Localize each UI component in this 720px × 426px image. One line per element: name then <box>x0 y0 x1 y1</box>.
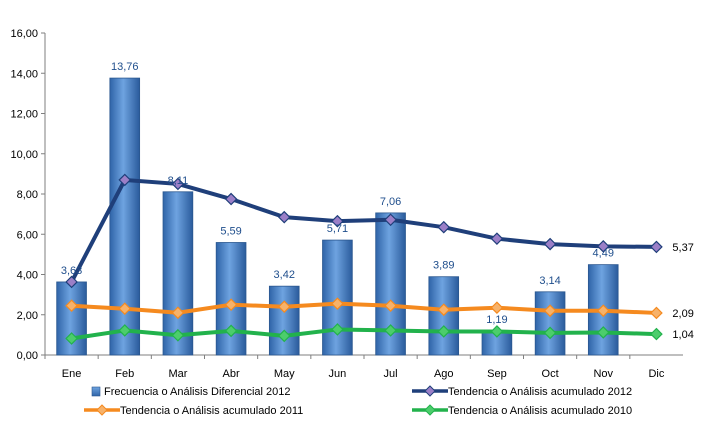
x-tick-label: Sep <box>487 368 507 380</box>
line-point-marker <box>224 324 238 338</box>
legend-label: Tendencia o Análisis acumulado 2011 <box>120 405 303 417</box>
line-point-marker <box>596 239 610 253</box>
line-point-marker <box>331 323 344 336</box>
y-tick-label: 8,00 <box>17 189 38 201</box>
line-point-marker <box>331 297 344 311</box>
line-end-label: 2,09 <box>672 308 693 320</box>
legend-swatch-marker <box>96 404 108 416</box>
x-tick-label: May <box>274 368 295 380</box>
line-point-marker <box>118 324 132 337</box>
line-end-label: 5,37 <box>672 242 693 254</box>
line-point-marker <box>437 325 451 338</box>
bar-value-label: 5,71 <box>327 223 348 235</box>
bar-value-label: 8,11 <box>168 175 189 187</box>
legend-label: Frecuencia o Análisis Diferencial 2012 <box>104 386 291 398</box>
y-tick-label: 14,00 <box>10 68 38 80</box>
line-point-marker <box>331 214 344 228</box>
line-point-marker <box>277 300 291 314</box>
line-point-marker <box>224 192 238 206</box>
bar-value-label: 3,14 <box>539 275 560 287</box>
line-point-marker <box>65 275 78 289</box>
line-point-marker <box>650 306 663 320</box>
line-end-label: 1,04 <box>672 329 693 341</box>
line-point-marker <box>543 326 557 340</box>
line-point-marker <box>224 298 238 312</box>
legend-swatch-marker <box>424 404 436 416</box>
x-tick-label: Ene <box>62 368 82 380</box>
data-labels: 3,63 13,76 8,11 5,59 3,42 5,71 7,06 3,89 1,19 3,1… <box>61 61 694 341</box>
y-tick-label: 0,00 <box>17 350 38 362</box>
x-tick-label: Oct <box>542 368 559 380</box>
line-point-marker <box>650 327 663 341</box>
line-point-marker <box>490 301 504 315</box>
x-tick-label: Mar <box>168 368 187 380</box>
trend-line <box>69 301 659 315</box>
bar-value-label: 5,59 <box>220 226 241 238</box>
line-point-marker <box>277 329 291 343</box>
line-point-marker <box>437 303 451 317</box>
line-point-marker <box>650 240 663 254</box>
bar-value-label: 3,42 <box>274 269 295 281</box>
line-point-marker <box>171 306 185 320</box>
y-tick-label: 6,00 <box>17 229 38 241</box>
line-point-marker <box>277 210 291 224</box>
line-point-marker <box>384 324 397 337</box>
line-point-marker <box>171 328 185 342</box>
bar-value-label: 3,89 <box>433 260 454 272</box>
bar <box>162 191 194 356</box>
bar <box>268 285 300 356</box>
bar <box>534 291 566 356</box>
line-series <box>65 173 663 345</box>
y-tick-label: 16,00 <box>10 28 38 40</box>
y-tick-label: 10,00 <box>10 149 38 161</box>
legend: Frecuencia o Análisis Diferencial 2012 Te… <box>84 385 632 417</box>
line-point-marker <box>437 220 451 234</box>
bar-value-label: 13,76 <box>111 61 139 73</box>
line-point-marker <box>490 232 504 246</box>
x-tick-label: Nov <box>593 368 613 380</box>
y-tick-label: 12,00 <box>10 109 38 121</box>
x-tick-label: Dic <box>648 368 664 380</box>
line-point-marker <box>384 299 397 313</box>
legend-swatch-bar <box>91 386 101 397</box>
bar-value-label: 3,63 <box>61 265 82 277</box>
line-point-marker <box>118 302 132 316</box>
legend-swatch-marker <box>424 385 436 397</box>
line-point-marker <box>596 326 610 339</box>
bar-value-label: 4,49 <box>593 248 614 260</box>
line-point-marker <box>384 213 397 227</box>
legend-label: Tendencia o Análisis acumulado 2010 <box>448 405 632 417</box>
y-tick-label: 2,00 <box>17 310 38 322</box>
line-point-marker <box>65 332 78 345</box>
y-tick-label: 4,00 <box>17 270 38 282</box>
line-point-marker <box>118 173 132 187</box>
x-tick-label: Ago <box>434 368 454 380</box>
bar-value-label: 1,19 <box>486 314 507 326</box>
line-point-marker <box>490 325 504 338</box>
legend-label: Tendencia o Análisis acumulado 2012 <box>448 386 632 398</box>
line-point-marker <box>543 237 557 251</box>
line-point-marker <box>543 304 557 318</box>
trend-line <box>69 327 659 341</box>
bar-value-label: 7,06 <box>380 196 401 208</box>
line-point-marker <box>596 304 610 318</box>
line-point-marker <box>171 177 185 191</box>
x-tick-label: Feb <box>115 368 134 380</box>
x-tick-label: Abr <box>223 368 240 380</box>
x-tick-label: Jul <box>384 368 398 380</box>
trend-line <box>69 177 659 284</box>
x-tick-label: Jun <box>329 368 347 380</box>
line-point-marker <box>65 299 78 313</box>
chart-axes: 0,00 2,00 4,00 6,00 8,00 10,00 12,00 14,00 16,00… <box>10 28 683 380</box>
